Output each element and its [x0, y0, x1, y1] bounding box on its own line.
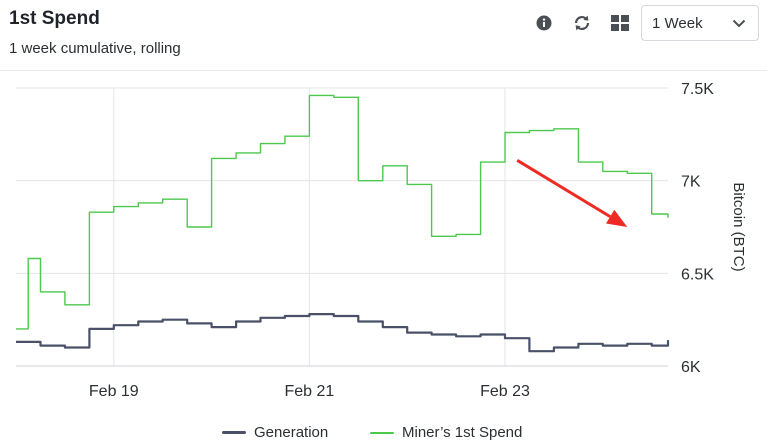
y-tick-label: 7.5K	[681, 81, 714, 98]
page-subtitle: 1 week cumulative, rolling	[9, 40, 181, 57]
x-tick-label: Feb 23	[480, 383, 530, 400]
info-icon	[536, 15, 552, 31]
annotation-arrow-head	[606, 209, 628, 227]
chevron-down-icon	[732, 19, 746, 27]
legend: Generation Miner’s 1st Spend	[0, 424, 767, 446]
period-select[interactable]: 1 Week	[641, 5, 759, 41]
legend-item-generation[interactable]: Generation	[222, 424, 328, 441]
legend-item-miners-first-spend[interactable]: Miner’s 1st Spend	[370, 424, 522, 441]
info-button[interactable]	[533, 12, 555, 34]
x-tick-label: Feb 21	[284, 383, 334, 400]
chart: 6K 6.5K 7K 7.5K Feb 19 Feb 21 Feb 23 Bitcoin (B…	[16, 81, 747, 400]
legend-label-generation: Generation	[254, 424, 329, 441]
series-line-miners-first-spend	[16, 94, 669, 330]
annotation-arrow-shaft	[516, 158, 611, 218]
legend-swatch-generation	[222, 431, 246, 434]
legend-swatch-miners-first-spend	[370, 431, 394, 434]
x-tick-label: Feb 19	[89, 383, 139, 400]
y-axis-label: Bitcoin (BTC)	[730, 182, 747, 271]
legend-label-miners-first-spend: Miner’s 1st Spend	[402, 424, 523, 441]
refresh-icon	[574, 15, 590, 31]
period-select-value: 1 Week	[652, 14, 703, 32]
grid-button[interactable]	[609, 12, 631, 34]
header-divider	[0, 70, 767, 71]
page-title: 1st Spend	[9, 8, 100, 29]
series-line-generation	[16, 313, 670, 353]
y-tick-label: 6K	[681, 359, 701, 376]
grid-icon	[611, 15, 629, 31]
y-tick-label: 6.5K	[681, 266, 714, 283]
refresh-button[interactable]	[571, 12, 593, 34]
y-tick-label: 7K	[681, 174, 701, 191]
